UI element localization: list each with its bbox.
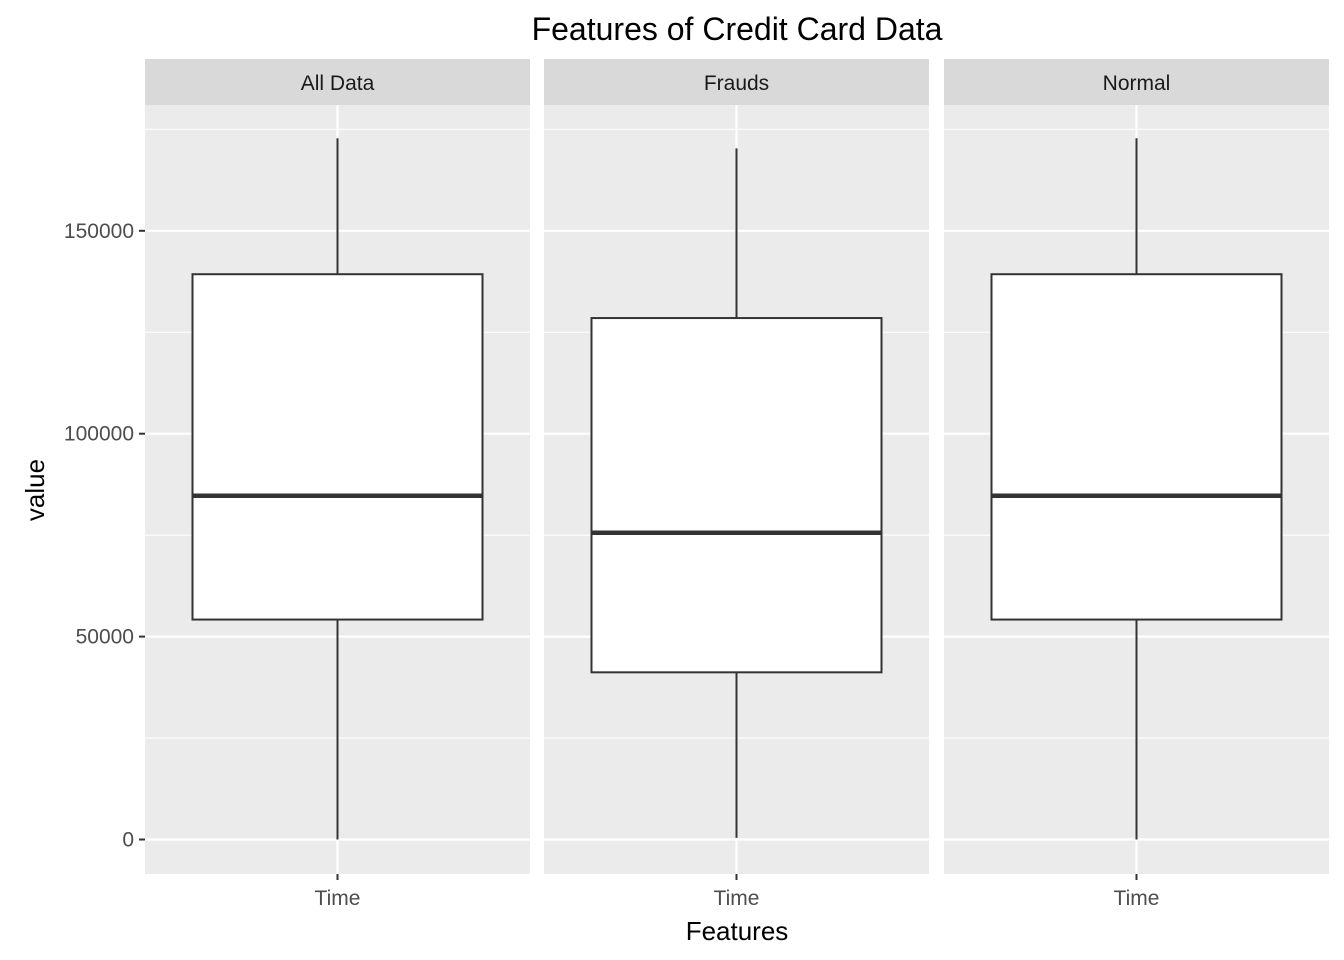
- x-tick-label: Time: [714, 887, 760, 910]
- chart-title: Features of Credit Card Data: [532, 11, 943, 47]
- facet-strip-label: All Data: [301, 72, 375, 95]
- y-axis: 0 50000 100000 150000: [64, 220, 145, 852]
- y-tick-label: 150000: [64, 220, 134, 243]
- facet-panel-0: All Data Time: [145, 59, 530, 910]
- facet-strip-label: Frauds: [704, 72, 769, 95]
- boxplot-time: [990, 138, 1283, 840]
- iqr-box: [990, 273, 1283, 621]
- y-tick-label: 50000: [76, 626, 134, 649]
- boxplot-time: [590, 148, 883, 838]
- iqr-box: [590, 317, 883, 674]
- x-tick-label: Time: [315, 887, 361, 910]
- y-tick-label: 0: [122, 829, 134, 852]
- facet-strip-label: Normal: [1103, 72, 1171, 95]
- y-axis-title: value: [20, 459, 50, 521]
- facet-panel-2: Normal Time: [944, 59, 1329, 910]
- x-tick-label: Time: [1114, 887, 1160, 910]
- iqr-box: [191, 273, 484, 621]
- y-tick-label: 100000: [64, 423, 134, 446]
- facet-strip: [544, 59, 929, 105]
- facet-panel-1: Frauds Time: [544, 59, 929, 910]
- boxplot-time: [191, 138, 484, 840]
- x-axis-title: Features: [686, 916, 789, 946]
- facet-strip: [145, 59, 530, 105]
- facet-strip: [944, 59, 1329, 105]
- facet-panels: All Data Time Frauds Time Normal Time: [145, 59, 1329, 910]
